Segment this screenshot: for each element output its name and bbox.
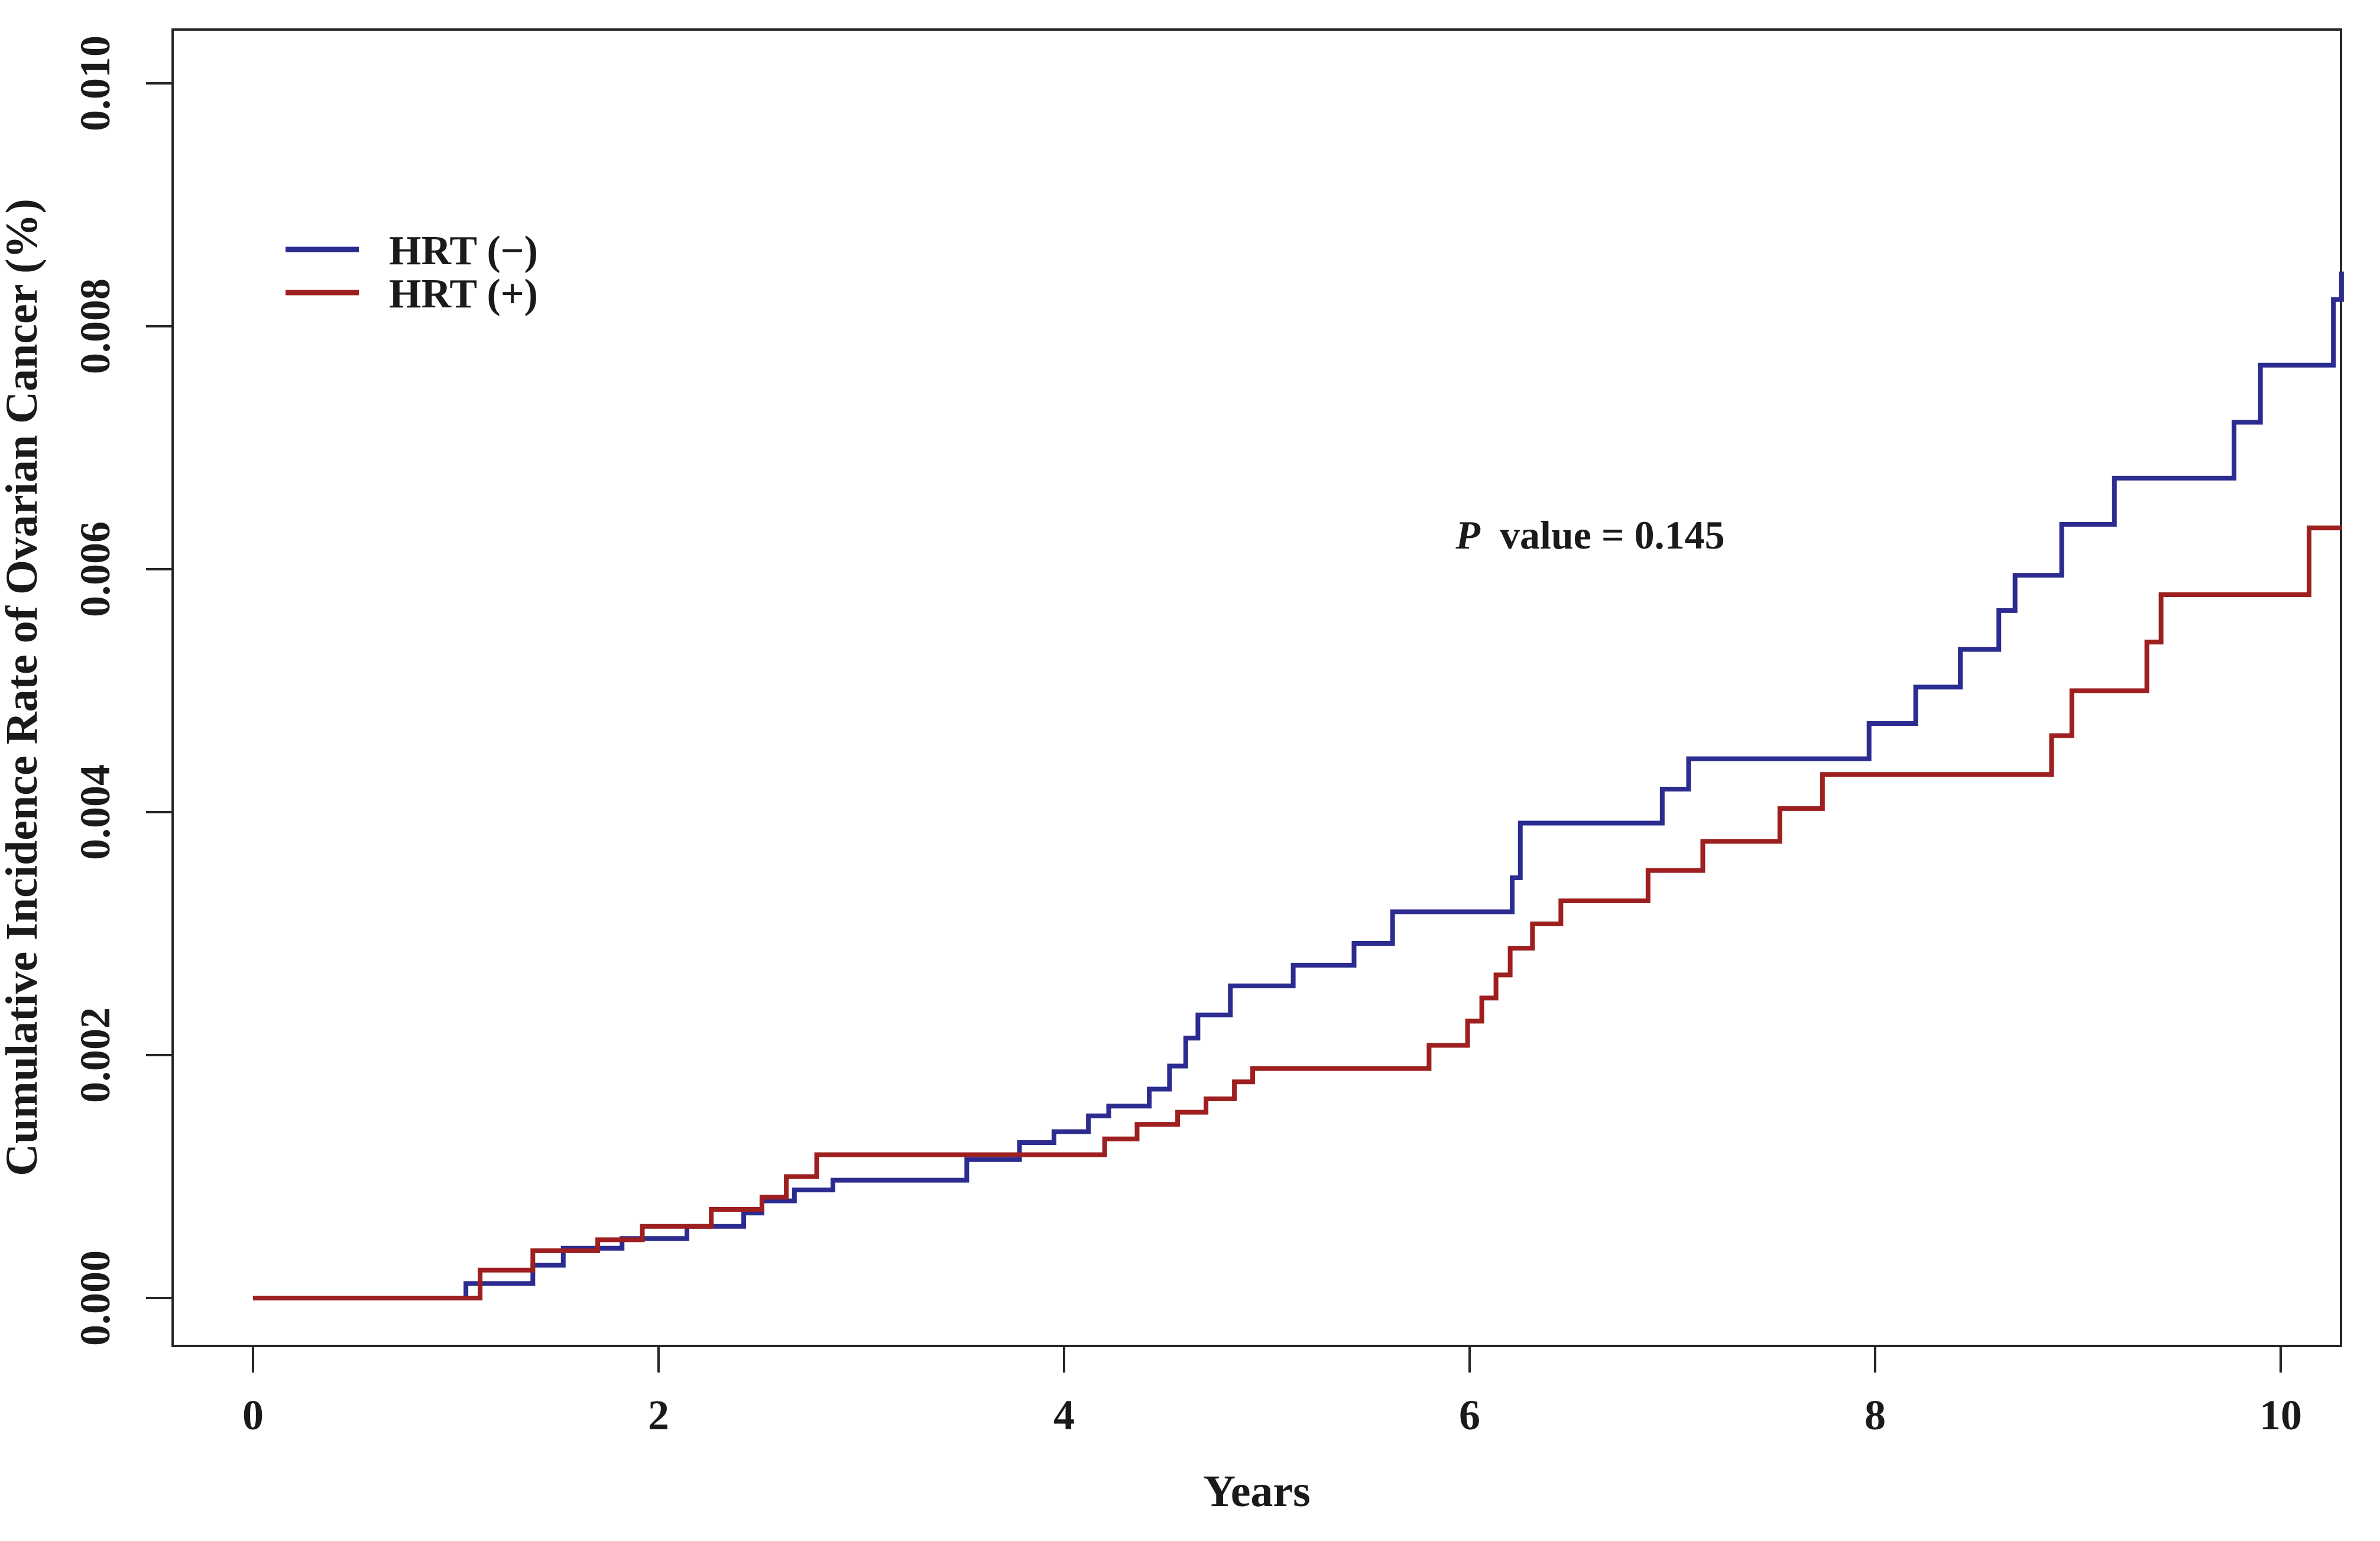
y-tick-label: 0.004 — [72, 764, 119, 860]
x-tick-label: 0 — [242, 1391, 264, 1439]
y-tick-label: 0.000 — [72, 1250, 119, 1346]
x-tick-label: 10 — [2259, 1391, 2302, 1439]
y-tick-label: 0.006 — [72, 521, 119, 617]
y-axis-ticks: 0.000 0.002 0.004 0.006 0.008 0.010 — [72, 35, 173, 1346]
x-tick-label: 6 — [1459, 1391, 1480, 1439]
plot-box-border — [171, 28, 2342, 1347]
p-value-annotation: P value = 0.145 — [1455, 512, 1724, 557]
x-tick-label: 4 — [1053, 1391, 1075, 1439]
p-value-annotation-italic-p: P — [1455, 512, 1480, 557]
survival-step-curves — [253, 271, 2344, 1300]
step-curve-hrt- — [253, 525, 2342, 1300]
legend-label-hrt-positive: HRT (+) — [389, 271, 538, 317]
y-tick-label: 0.010 — [72, 35, 119, 131]
step-curve-hrt- — [253, 271, 2344, 1300]
y-tick-label: 0.008 — [72, 278, 119, 374]
x-tick-label: 8 — [1865, 1391, 1886, 1439]
x-axis-ticks: 0 2 4 6 8 10 — [242, 1346, 2302, 1439]
y-axis-title: Cumulative Incidence Rate of Ovarian Can… — [0, 199, 47, 1176]
p-value-annotation-text: value = 0.145 — [1500, 512, 1725, 557]
legend-label-hrt-negative: HRT (−) — [389, 228, 538, 274]
y-tick-label: 0.002 — [72, 1007, 119, 1103]
x-axis-title: Years — [1203, 1467, 1311, 1516]
legend: HRT (−) HRT (+) — [286, 228, 538, 317]
x-tick-label: 2 — [648, 1391, 669, 1439]
